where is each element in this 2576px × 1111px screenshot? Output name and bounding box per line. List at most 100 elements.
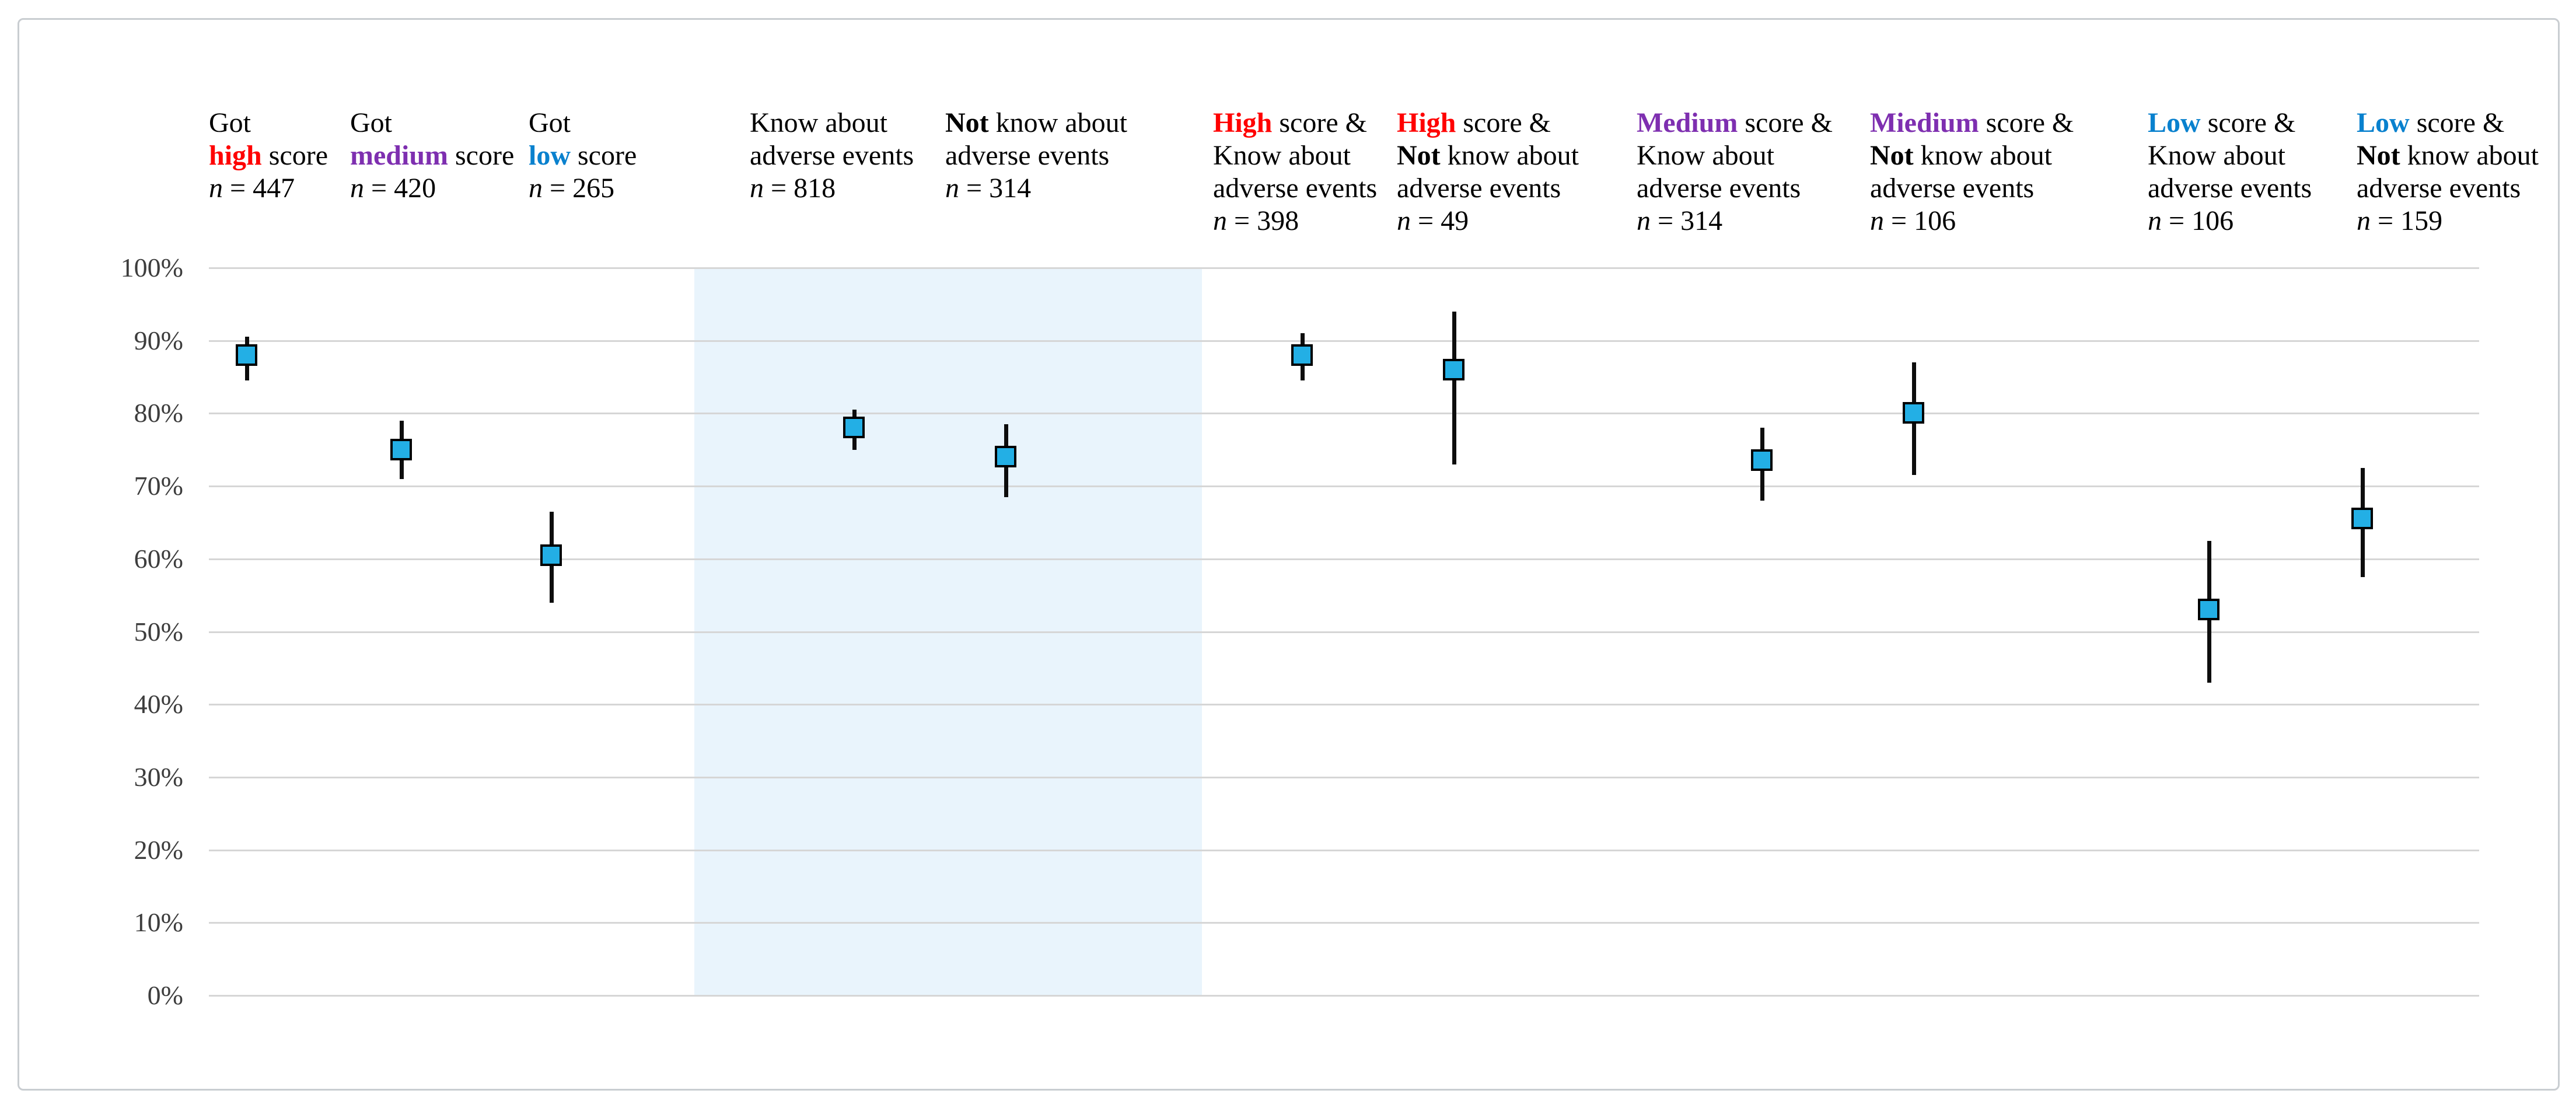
category-label-text: adverse events	[2357, 173, 2521, 204]
gridline-50%	[209, 631, 2479, 633]
category-label: High score & Not know about adverse events…	[1397, 107, 1579, 237]
category-label: Low score & Know about adverse events n = 1…	[2148, 107, 2312, 237]
gridline-30%	[209, 776, 2479, 778]
category-label-line: low score	[529, 139, 637, 172]
category-label-line: Not know about	[2357, 139, 2539, 172]
category-label-text: Low	[2357, 107, 2410, 138]
category-label-text: = 49	[1411, 205, 1469, 236]
category-label-text: n	[2148, 205, 2162, 236]
category-label-text: n	[2357, 205, 2371, 236]
category-label-text: = 106	[1884, 205, 1956, 236]
category-label-line: n = 398	[1213, 205, 1377, 237]
y-axis-tick-label: 10%	[134, 907, 183, 938]
category-label-line: Know about	[750, 107, 914, 139]
category-label-text: n	[750, 173, 764, 204]
category-label-text: n	[1637, 205, 1651, 236]
category-label-line: High score &	[1397, 107, 1579, 139]
category-label-text: n	[1870, 205, 1884, 236]
category-label-line: Not know about	[1870, 139, 2074, 172]
y-axis-tick-label: 20%	[134, 834, 183, 865]
category-label-text: score &	[1456, 107, 1551, 138]
y-axis-tick-label: 80%	[134, 398, 183, 428]
data-point-marker	[1751, 449, 1773, 471]
category-label-text: adverse events	[1213, 173, 1378, 204]
category-label-text: score	[571, 140, 637, 171]
data-point-marker	[1291, 344, 1313, 366]
category-label-text: adverse events	[1637, 173, 1801, 204]
figure-border	[18, 18, 2560, 1091]
category-label-text: = 265	[543, 173, 615, 204]
category-label: Medium score & Know about adverse events n …	[1637, 107, 1833, 237]
gridline-40%	[209, 704, 2479, 706]
y-axis-tick-label: 50%	[134, 616, 183, 647]
category-label: Got medium score n = 420	[350, 107, 514, 205]
data-point-marker	[390, 438, 412, 460]
gridline-60%	[209, 558, 2479, 560]
category-label-text: = 159	[2371, 205, 2443, 236]
y-axis-tick-label: 0%	[147, 980, 183, 1010]
category-label-line: n = 49	[1397, 205, 1579, 237]
category-label-text: Miedium	[1870, 107, 1979, 138]
category-label-line: n = 818	[750, 172, 914, 205]
category-label-text: adverse events	[1870, 173, 2035, 204]
category-label: Miedium score & Not know about adverse eve…	[1870, 107, 2074, 237]
category-label-text: = 314	[959, 173, 1032, 204]
y-axis-tick-label: 40%	[134, 689, 183, 719]
category-label-text: = 398	[1227, 205, 1299, 236]
category-label-text: medium	[350, 140, 448, 171]
category-label-text: n	[1397, 205, 1411, 236]
category-label-text: score &	[2409, 107, 2505, 138]
category-label-text: Medium	[1637, 107, 1738, 138]
category-label-text: Not	[1397, 140, 1441, 171]
category-label-text: score &	[2200, 107, 2296, 138]
category-label-line: Not know about	[945, 107, 1127, 139]
category-label-text: n	[529, 173, 543, 204]
category-label-line: Know about	[2148, 139, 2312, 172]
category-label-text: Know about	[750, 107, 887, 138]
category-label-line: n = 420	[350, 172, 514, 205]
category-label-text: know about	[1913, 140, 2052, 171]
category-label-text: n	[350, 173, 364, 204]
y-axis-tick-label: 90%	[134, 325, 183, 355]
category-label-text: = 818	[764, 173, 836, 204]
category-label-text: score &	[1979, 107, 2074, 138]
category-label-line: adverse events	[1397, 172, 1579, 205]
category-label: Low score & Not know about adverse events n…	[2357, 107, 2539, 237]
category-label-line: n = 314	[945, 172, 1127, 205]
category-label-text: Got	[209, 107, 251, 138]
data-point-marker	[2198, 599, 2220, 621]
data-point-marker	[236, 344, 257, 366]
category-label-text: Not	[2357, 140, 2400, 171]
category-label-text: Know about	[1637, 140, 1774, 171]
category-label-text: Not	[1870, 140, 1914, 171]
category-label-text: High	[1213, 107, 1273, 138]
y-axis-tick-label: 100%	[120, 253, 183, 282]
gridline-70%	[209, 485, 2479, 488]
category-label-line: Low score &	[2357, 107, 2539, 139]
category-label-text: Know about	[1213, 140, 1351, 171]
category-label-text: n	[945, 173, 959, 204]
category-label: Got low score n = 265	[529, 107, 637, 205]
category-label-text: know about	[988, 107, 1127, 138]
category-label-text: know about	[1440, 140, 1579, 171]
category-label-text: low	[529, 140, 571, 171]
category-label-text: score	[448, 140, 515, 171]
category-label-line: adverse events	[1213, 172, 1377, 205]
gridline-90%	[209, 340, 2479, 342]
category-label-line: Got	[209, 107, 328, 139]
category-label-line: n = 106	[2148, 205, 2312, 237]
category-label: High score & Know about adverse events n = …	[1213, 107, 1377, 237]
category-label-text: n	[1213, 205, 1227, 236]
category-label-line: Low score &	[2148, 107, 2312, 139]
gridline-80%	[209, 413, 2479, 415]
category-label-text: = 447	[223, 173, 295, 204]
error-bar	[1452, 311, 1456, 464]
category-label-text: Got	[529, 107, 571, 138]
category-label-line: Got	[350, 107, 514, 139]
category-label-line: adverse events	[1870, 172, 2074, 205]
data-point-marker	[540, 544, 562, 566]
category-label-line: n = 314	[1637, 205, 1833, 237]
category-label-text: = 314	[1651, 205, 1723, 236]
category-label-line: adverse events	[750, 139, 914, 172]
